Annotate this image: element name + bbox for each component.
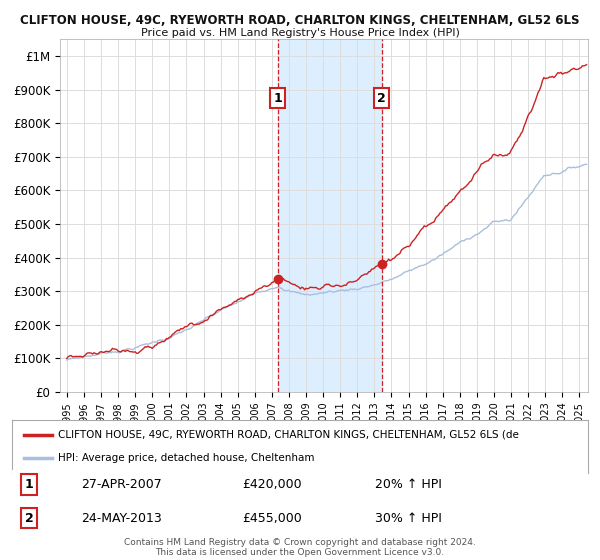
Text: 27-APR-2007: 27-APR-2007 — [81, 478, 162, 491]
Text: 24-MAY-2013: 24-MAY-2013 — [81, 511, 162, 525]
Text: CLIFTON HOUSE, 49C, RYEWORTH ROAD, CHARLTON KINGS, CHELTENHAM, GL52 6LS (de: CLIFTON HOUSE, 49C, RYEWORTH ROAD, CHARL… — [58, 430, 519, 440]
Text: £420,000: £420,000 — [242, 478, 302, 491]
Text: Contains HM Land Registry data © Crown copyright and database right 2024.
This d: Contains HM Land Registry data © Crown c… — [124, 538, 476, 557]
Text: 2: 2 — [377, 91, 386, 105]
Text: 1: 1 — [273, 91, 282, 105]
Text: 20% ↑ HPI: 20% ↑ HPI — [375, 478, 442, 491]
Text: Price paid vs. HM Land Registry's House Price Index (HPI): Price paid vs. HM Land Registry's House … — [140, 28, 460, 38]
Bar — [278, 39, 382, 392]
Text: 2: 2 — [25, 511, 34, 525]
Text: HPI: Average price, detached house, Cheltenham: HPI: Average price, detached house, Chel… — [58, 453, 314, 463]
Text: £455,000: £455,000 — [242, 511, 302, 525]
Text: 30% ↑ HPI: 30% ↑ HPI — [375, 511, 442, 525]
Text: 1: 1 — [25, 478, 34, 491]
Text: CLIFTON HOUSE, 49C, RYEWORTH ROAD, CHARLTON KINGS, CHELTENHAM, GL52 6LS: CLIFTON HOUSE, 49C, RYEWORTH ROAD, CHARL… — [20, 14, 580, 27]
